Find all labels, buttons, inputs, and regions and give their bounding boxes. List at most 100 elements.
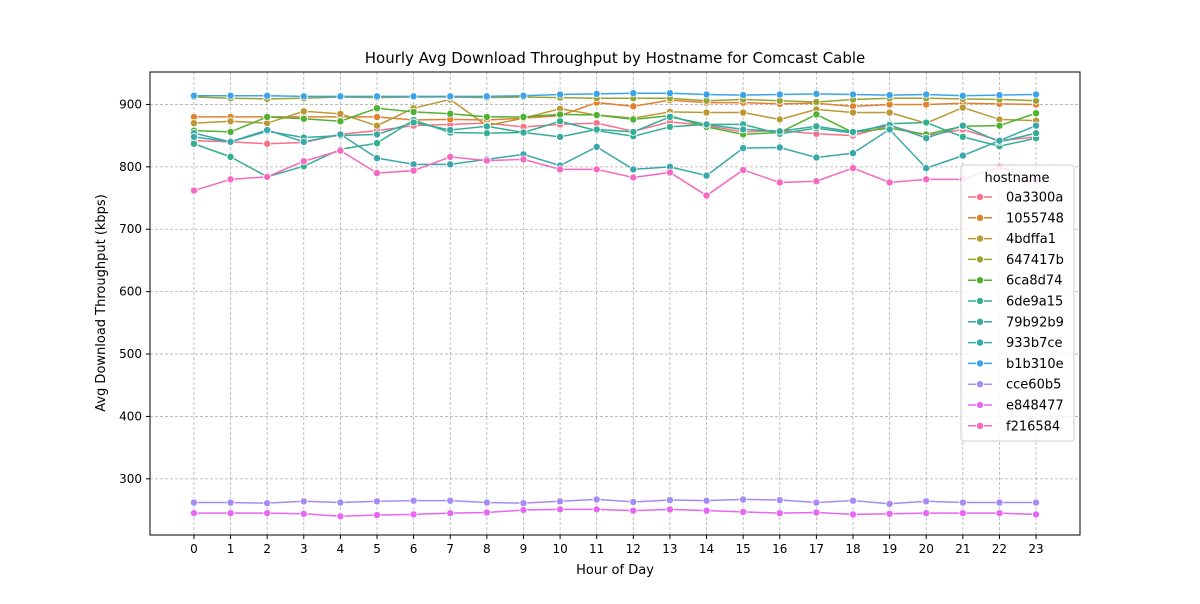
legend-label: 79b92b9 — [1006, 315, 1064, 330]
data-point — [409, 166, 418, 175]
data-point — [739, 108, 748, 117]
data-point — [629, 165, 638, 174]
data-point — [482, 112, 491, 121]
data-point — [592, 165, 601, 174]
x-tick-label: 17 — [809, 542, 824, 556]
data-point — [336, 130, 345, 139]
series-line — [193, 99, 1037, 121]
data-point — [373, 112, 382, 121]
data-point — [848, 510, 857, 519]
data-point — [373, 104, 382, 113]
data-point — [263, 139, 272, 148]
data-point — [482, 156, 491, 165]
x-tick-label: 20 — [919, 542, 934, 556]
data-point — [629, 115, 638, 124]
series-line — [193, 149, 1037, 197]
data-point — [263, 499, 272, 508]
data-point — [336, 117, 345, 126]
data-point — [409, 118, 418, 127]
data-point — [995, 136, 1004, 145]
data-point — [482, 92, 491, 101]
x-axis-label: Hour of Day — [576, 563, 654, 578]
x-tick-label: 9 — [520, 542, 528, 556]
y-tick-label: 300 — [119, 472, 142, 486]
data-point — [556, 117, 565, 126]
legend-label: 933b7ce — [1006, 336, 1062, 351]
data-point — [739, 144, 748, 153]
x-tick-label: 13 — [662, 542, 677, 556]
series-4bdffa1 — [189, 95, 1041, 130]
data-point — [922, 90, 931, 99]
data-point — [995, 509, 1004, 518]
data-point — [885, 91, 894, 100]
y-tick-label: 800 — [119, 160, 142, 174]
legend-box — [960, 164, 1075, 442]
data-point — [373, 169, 382, 178]
series-line — [193, 498, 1037, 505]
legend-items: 0a3300a 1055748 4bdffa1 647417b 6ca8d74 6de9a… — [968, 191, 1064, 434]
data-point — [263, 112, 272, 121]
grid — [150, 72, 1080, 535]
data-point — [1032, 109, 1041, 118]
series-line — [193, 107, 1037, 136]
data-point — [739, 165, 748, 174]
chart-title: Hourly Avg Download Throughput by Hostna… — [365, 49, 866, 67]
legend-swatch-marker — [976, 338, 985, 347]
data-point — [592, 142, 601, 151]
data-point — [922, 118, 931, 127]
x-tick-label: 21 — [955, 542, 970, 556]
data-point — [189, 186, 198, 195]
x-tick-label: 22 — [992, 542, 1007, 556]
legend-label: f216584 — [1006, 419, 1060, 434]
x-tick-label: 18 — [845, 542, 860, 556]
data-point — [702, 90, 711, 99]
data-point — [446, 496, 455, 505]
legend-item: 6ca8d74 — [968, 274, 1062, 289]
data-point — [226, 509, 235, 518]
data-point — [482, 508, 491, 517]
data-point — [519, 499, 528, 508]
data-point — [922, 164, 931, 173]
data-point — [519, 91, 528, 100]
data-point — [299, 92, 308, 101]
data-point — [592, 111, 601, 120]
data-point — [665, 89, 674, 98]
data-point — [958, 103, 967, 112]
data-point — [665, 168, 674, 177]
data-point — [922, 175, 931, 184]
data-point — [189, 139, 198, 148]
data-point — [922, 509, 931, 518]
data-point — [958, 151, 967, 160]
data-point — [556, 132, 565, 141]
data-point — [775, 90, 784, 99]
legend-swatch-marker — [976, 234, 985, 243]
axes: 0 1 2 3 4 5 6 7 8 9 10 11 12 13 14 15 16 17 18 19 20 21 22 2330… — [119, 97, 1044, 556]
legend-item: 933b7ce — [968, 336, 1062, 351]
data-point — [373, 130, 382, 139]
legend-item: 647417b — [968, 253, 1064, 268]
data-point — [1032, 129, 1041, 138]
data-point — [958, 509, 967, 518]
data-point — [409, 107, 418, 116]
data-point — [665, 505, 674, 514]
x-tick-label: 6 — [410, 542, 418, 556]
data-point — [446, 126, 455, 135]
data-point — [446, 509, 455, 518]
data-point — [885, 108, 894, 117]
data-point — [373, 121, 382, 130]
data-point — [1032, 121, 1041, 130]
data-point — [812, 508, 821, 517]
data-point — [812, 498, 821, 507]
legend: hostname 0a3300a 1055748 4bdffa1 647417b 6ca… — [960, 164, 1075, 442]
data-point — [665, 112, 674, 121]
data-point — [775, 496, 784, 505]
data-point — [482, 498, 491, 507]
data-point — [263, 126, 272, 135]
data-point — [958, 132, 967, 141]
legend-swatch-marker — [976, 421, 985, 430]
legend-label: 0a3300a — [1006, 191, 1063, 206]
x-tick-label: 8 — [483, 542, 491, 556]
series-layer — [189, 89, 1041, 521]
x-tick-label: 0 — [190, 542, 198, 556]
data-point — [848, 108, 857, 117]
